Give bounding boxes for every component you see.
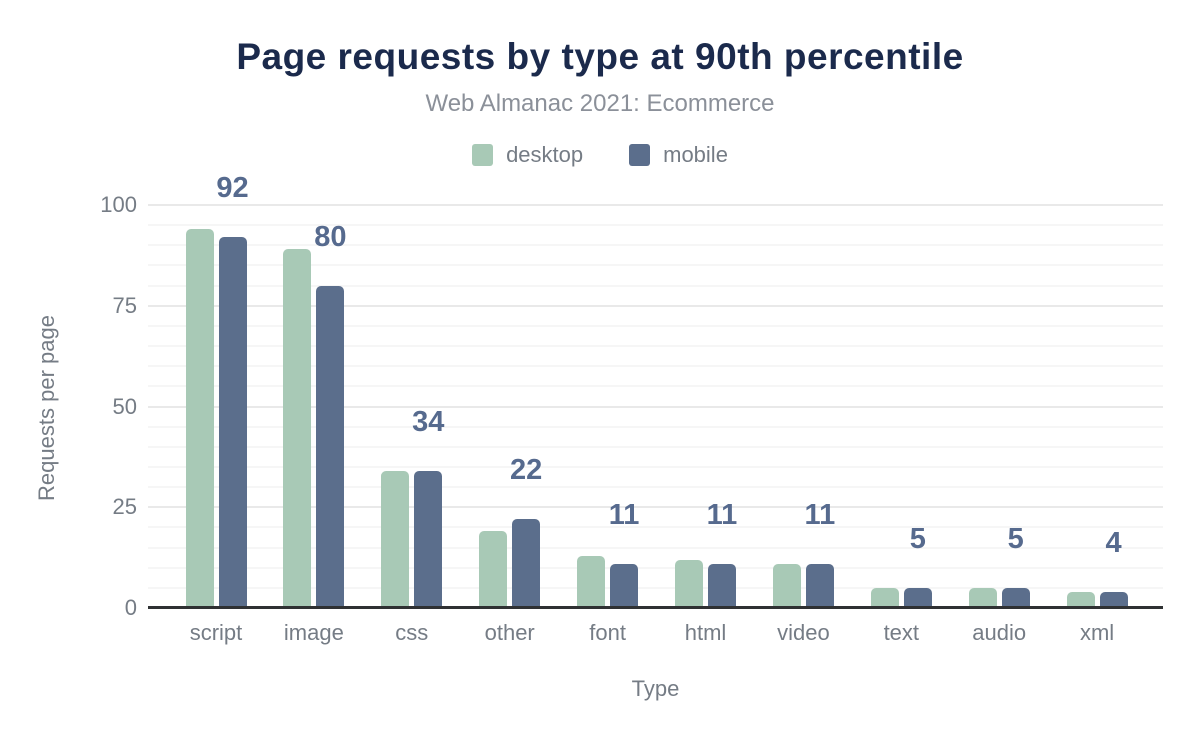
bar-desktop-video[interactable] xyxy=(772,563,801,608)
y-tick-label-50: 50 xyxy=(112,393,137,419)
bar-desktop-audio[interactable] xyxy=(968,587,997,608)
bar-mobile-css[interactable] xyxy=(414,471,443,608)
y-tick-label-0: 0 xyxy=(124,595,137,620)
bar-group-image xyxy=(283,249,345,608)
x-category-label-html: html xyxy=(684,620,727,645)
bar-group-html xyxy=(675,559,736,608)
minor-gridline xyxy=(148,425,1163,428)
bar-value-label-html: 11 xyxy=(706,498,738,531)
minor-gridline xyxy=(148,586,1163,589)
bar-value-label-text: 5 xyxy=(909,522,926,555)
bar-mobile-html[interactable] xyxy=(708,563,736,608)
minor-gridline xyxy=(148,486,1163,489)
bar-group-other xyxy=(479,519,541,608)
legend-label-desktop: desktop xyxy=(506,142,584,167)
legend-item-mobile[interactable]: mobile xyxy=(629,142,728,168)
bar-desktop-image[interactable] xyxy=(283,249,312,608)
bar-mobile-xml[interactable] xyxy=(1099,591,1128,608)
bar-desktop-xml[interactable] xyxy=(1066,591,1095,608)
x-category-label-script: script xyxy=(189,620,243,645)
bar-value-label-script: 92 xyxy=(216,172,249,205)
major-gridline xyxy=(148,204,1163,206)
x-category-label-image: image xyxy=(283,620,344,645)
minor-gridline xyxy=(148,526,1163,529)
bar-value-label-other: 22 xyxy=(510,454,543,487)
plot-area: 92 80 34 22 11 11 11 5 5 4 xyxy=(148,174,1163,608)
bar-value-label-css: 34 xyxy=(412,405,445,438)
bar-desktop-other[interactable] xyxy=(479,531,508,608)
bar-group-audio xyxy=(968,587,1030,608)
bar-group-script xyxy=(185,229,247,608)
minor-gridline xyxy=(148,224,1163,227)
bar-mobile-image[interactable] xyxy=(316,285,345,608)
y-axis-title: Requests per page xyxy=(34,315,59,501)
bar-value-label-xml: 4 xyxy=(1105,526,1122,559)
legend-label-mobile: mobile xyxy=(663,142,728,167)
x-axis-category-labels: script image css other font html video text audi… xyxy=(148,619,1163,647)
bar-value-label-font: 11 xyxy=(608,498,640,531)
major-gridline xyxy=(148,405,1163,408)
y-tick-label-75: 75 xyxy=(112,292,137,318)
bar-group-text xyxy=(870,587,932,608)
minor-gridline xyxy=(148,244,1163,247)
minor-gridline xyxy=(148,345,1163,348)
bar-value-label-image: 80 xyxy=(314,220,347,253)
x-category-label-font: font xyxy=(589,620,626,645)
x-category-label-audio: audio xyxy=(972,620,1027,645)
bar-mobile-video[interactable] xyxy=(805,563,834,608)
bar-desktop-script[interactable] xyxy=(185,229,214,608)
bar-group-video xyxy=(772,563,834,608)
x-axis-line xyxy=(148,606,1163,609)
minor-gridline xyxy=(148,284,1163,287)
bar-desktop-text[interactable] xyxy=(870,587,899,608)
minor-gridline xyxy=(148,546,1163,549)
bar-group-xml xyxy=(1066,591,1128,608)
x-category-label-css: css xyxy=(395,620,429,645)
bar-value-label-audio: 5 xyxy=(1007,522,1024,555)
bar-mobile-text[interactable] xyxy=(903,587,932,608)
minor-gridline xyxy=(148,365,1163,368)
legend: desktop mobile xyxy=(0,140,1200,170)
bar-group-css xyxy=(381,471,443,608)
legend-swatch-desktop-icon xyxy=(472,144,494,166)
bar-desktop-css[interactable] xyxy=(381,471,410,608)
bar-desktop-font[interactable] xyxy=(577,555,606,608)
legend-swatch-mobile-icon xyxy=(629,144,651,166)
x-category-label-text: text xyxy=(883,620,920,645)
major-gridline xyxy=(148,304,1163,307)
x-category-label-xml: xml xyxy=(1079,620,1115,645)
x-category-label-video: video xyxy=(777,620,830,645)
bar-mobile-audio[interactable] xyxy=(1001,587,1030,608)
y-tick-label-25: 25 xyxy=(112,494,137,520)
bar-value-label-video: 11 xyxy=(804,498,836,531)
minor-gridline xyxy=(148,324,1163,327)
chart-title: Page requests by type at 90th percentile xyxy=(236,36,964,77)
minor-gridline xyxy=(148,385,1163,388)
minor-gridline xyxy=(148,264,1163,267)
x-axis-title: Type xyxy=(631,676,680,701)
bar-mobile-font[interactable] xyxy=(610,563,639,608)
minor-gridline xyxy=(148,465,1163,468)
bar-group-font xyxy=(577,555,639,608)
y-tick-label-100: 100 xyxy=(100,192,137,217)
major-gridline xyxy=(148,506,1163,509)
x-category-label-other: other xyxy=(484,620,535,645)
minor-gridline xyxy=(148,566,1163,569)
bar-mobile-other[interactable] xyxy=(512,519,541,608)
bar-desktop-html[interactable] xyxy=(675,559,703,608)
chart-subtitle: Web Almanac 2021: Ecommerce xyxy=(425,90,775,117)
bar-mobile-script[interactable] xyxy=(218,237,247,608)
legend-item-desktop[interactable]: desktop xyxy=(472,142,583,168)
minor-gridline xyxy=(148,445,1163,448)
